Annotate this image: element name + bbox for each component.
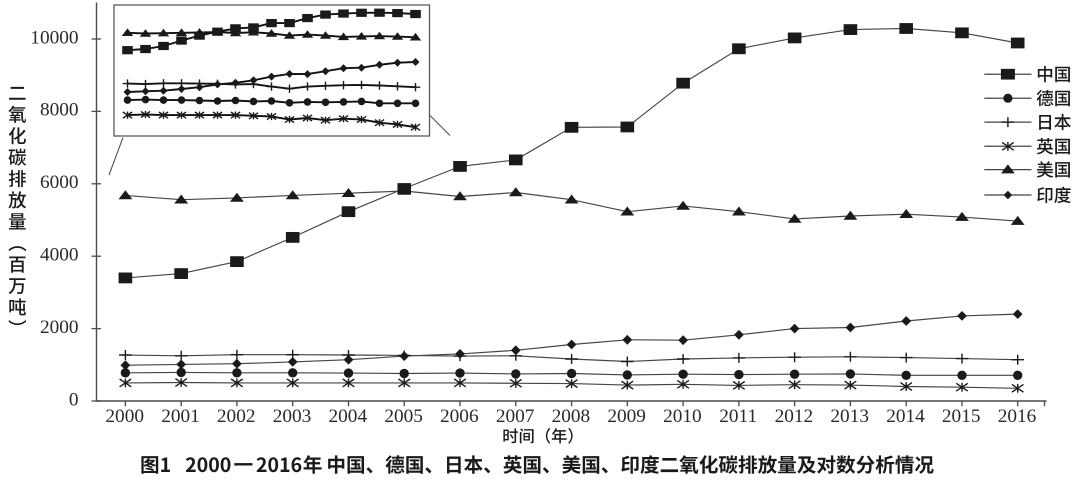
svg-text:2012: 2012 bbox=[775, 406, 814, 427]
svg-text:2003: 2003 bbox=[273, 406, 312, 427]
svg-text:2015: 2015 bbox=[942, 406, 981, 427]
svg-text:6000: 6000 bbox=[40, 172, 79, 193]
svg-text:2011: 2011 bbox=[719, 406, 757, 427]
svg-text:2000: 2000 bbox=[40, 317, 79, 338]
svg-text:2008: 2008 bbox=[552, 406, 591, 427]
svg-text:8000: 8000 bbox=[40, 100, 79, 121]
svg-text:0: 0 bbox=[69, 389, 79, 410]
svg-text:2000: 2000 bbox=[105, 406, 144, 427]
svg-text:2016: 2016 bbox=[998, 406, 1037, 427]
svg-text:2013: 2013 bbox=[830, 406, 869, 427]
svg-text:2001: 2001 bbox=[161, 406, 200, 427]
svg-text:2007: 2007 bbox=[496, 406, 535, 427]
svg-text:2009: 2009 bbox=[607, 406, 646, 427]
svg-text:4000: 4000 bbox=[40, 245, 79, 266]
svg-text:2002: 2002 bbox=[217, 406, 256, 427]
svg-text:10000: 10000 bbox=[30, 27, 78, 48]
svg-text:2006: 2006 bbox=[440, 406, 479, 427]
svg-text:2014: 2014 bbox=[886, 406, 925, 427]
svg-text:2005: 2005 bbox=[384, 406, 423, 427]
svg-text:2004: 2004 bbox=[329, 406, 368, 427]
svg-text:2010: 2010 bbox=[663, 406, 702, 427]
